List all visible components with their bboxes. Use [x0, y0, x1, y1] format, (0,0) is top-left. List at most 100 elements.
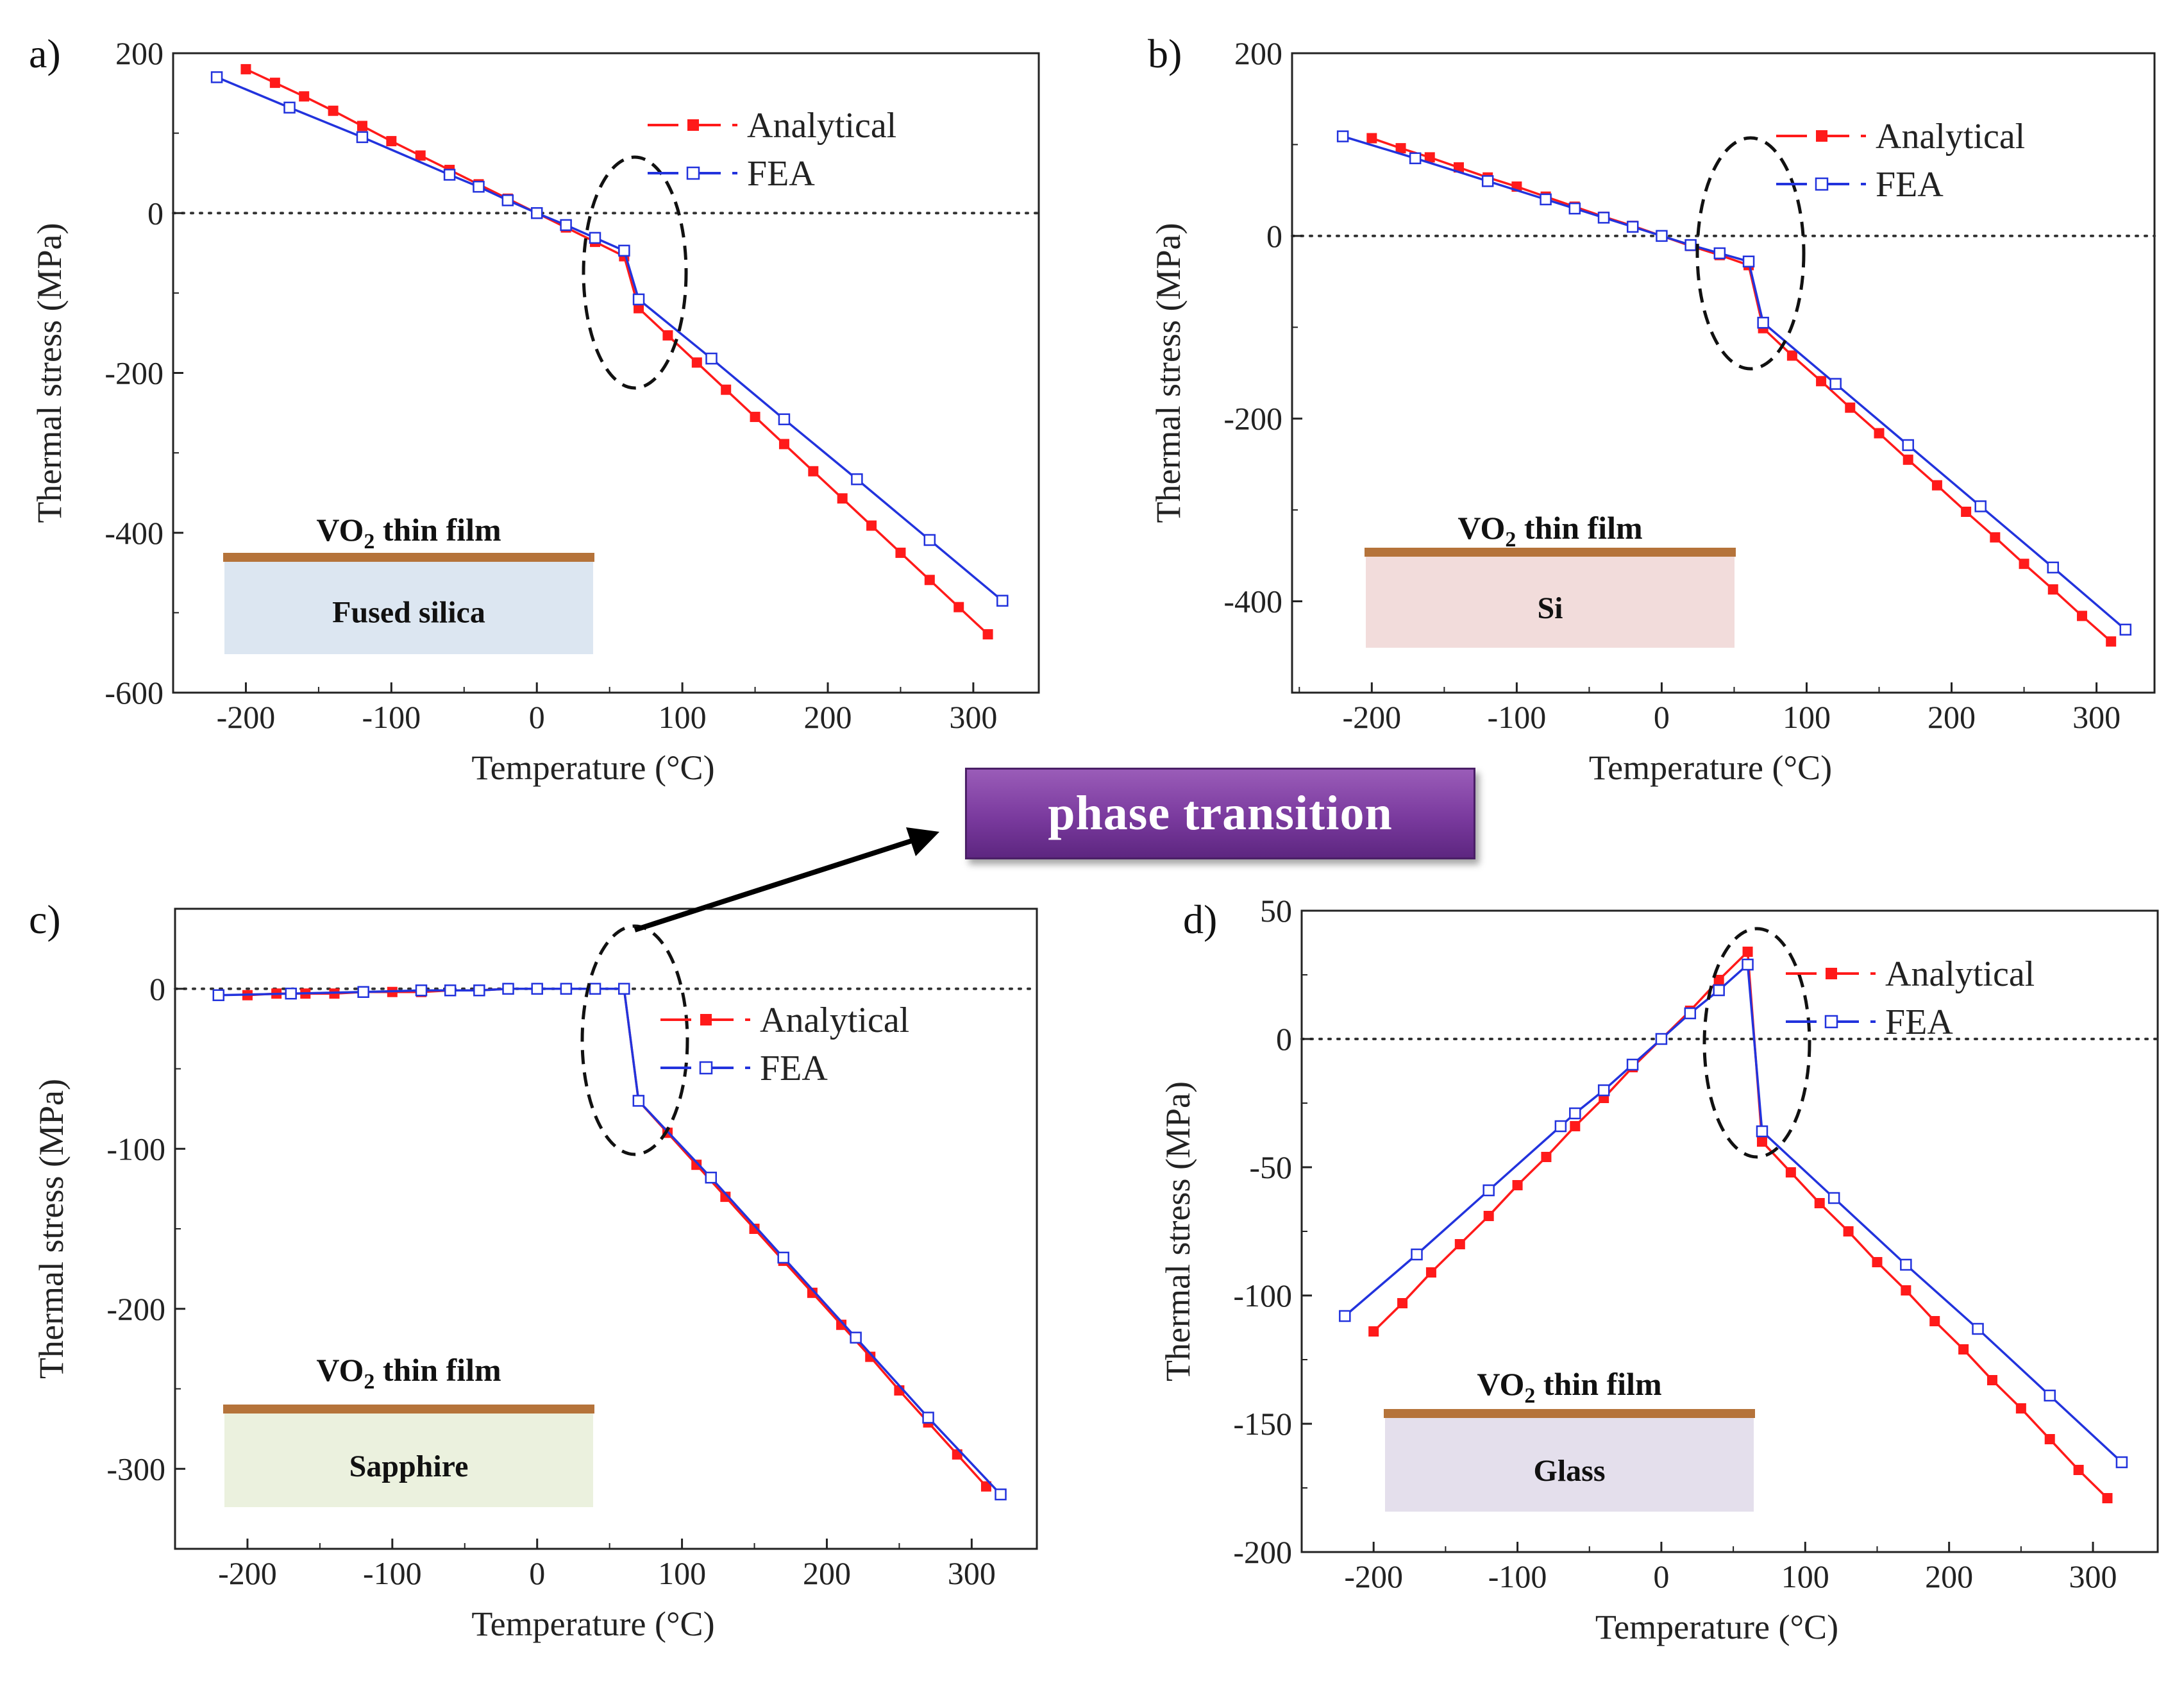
- data-point-analytical: [1713, 975, 1724, 985]
- phase-transition-ellipse: [582, 155, 688, 390]
- data-point-analytical: [808, 466, 819, 477]
- legend-marker: [700, 1014, 712, 1025]
- legend-marker: [699, 1061, 713, 1075]
- legend-label-analytical: Analytical: [760, 1000, 909, 1040]
- data-point-fea: [1684, 239, 1697, 251]
- x-tick-label: 200: [1925, 1558, 1973, 1594]
- x-tick-label: 100: [658, 1555, 706, 1591]
- data-point-fea: [589, 232, 601, 244]
- data-point-analytical: [866, 520, 877, 531]
- y-tick-label: 0: [1276, 1021, 1292, 1057]
- y-tick-label: 50: [1260, 893, 1292, 929]
- vo2-film-bar: [1384, 1409, 1755, 1418]
- data-point-analytical: [836, 1319, 847, 1330]
- substrate-label: Fused silica: [332, 596, 485, 630]
- data-point-analytical: [1512, 1180, 1523, 1190]
- legend-marker: [1824, 1015, 1838, 1029]
- x-tick-label: 200: [804, 699, 852, 735]
- x-tick-label: 0: [1653, 1558, 1669, 1594]
- data-point-analytical: [1742, 947, 1753, 957]
- legend-marker: [1826, 968, 1837, 979]
- data-point-analytical: [240, 63, 251, 74]
- data-point-fea: [502, 983, 514, 995]
- substrate-label: Sapphire: [349, 1449, 469, 1483]
- x-tick-label: -200: [1342, 699, 1401, 735]
- y-tick-label: 200: [1234, 35, 1282, 71]
- y-tick-label: -300: [106, 1451, 165, 1487]
- film-label: VO2 thin film: [316, 512, 501, 553]
- data-point-analytical: [720, 1192, 731, 1203]
- data-point-fea: [1597, 212, 1610, 224]
- legend-label-analytical: Analytical: [747, 106, 896, 146]
- y-tick-label: -600: [105, 675, 164, 711]
- data-point-fea: [415, 984, 428, 997]
- data-point-fea: [443, 169, 456, 181]
- x-tick-label: 100: [1783, 699, 1831, 735]
- data-point-fea: [1540, 193, 1552, 206]
- x-axis-title: Temperature (°C): [1589, 748, 1832, 787]
- data-point-analytical: [1843, 1226, 1854, 1236]
- data-point-analytical: [953, 602, 964, 612]
- x-tick-label: 200: [1928, 699, 1976, 735]
- data-point-analytical: [1816, 376, 1827, 387]
- chart-panel-1: a) -200 -100 0 100 200 300 -600 -400 -200 0 200 Temp…: [29, 31, 1040, 787]
- series-line-fea: [216, 76, 1004, 602]
- data-point-analytical: [269, 78, 280, 89]
- legend-label-fea: FEA: [1876, 165, 1944, 205]
- x-tick-label: 100: [659, 699, 707, 735]
- data-point-fea: [1829, 378, 1842, 390]
- data-point-fea: [2115, 1456, 2128, 1469]
- data-point-analytical: [1368, 1326, 1379, 1337]
- substrate-box: [224, 555, 593, 654]
- data-point-analytical: [2102, 1493, 2113, 1503]
- data-point-fea: [2044, 1389, 2056, 1402]
- data-point-fea: [632, 1095, 645, 1107]
- data-point-fea: [2119, 623, 2132, 636]
- x-tick-label: 0: [529, 699, 545, 735]
- data-point-analytical: [1424, 152, 1435, 163]
- data-point-fea: [1902, 439, 1914, 452]
- data-point-fea: [473, 984, 485, 997]
- data-point-analytical: [1901, 1285, 1911, 1296]
- film-label: VO2 thin film: [1477, 1366, 1661, 1408]
- phase-transition-arrow: [634, 827, 939, 933]
- arrow-shaft: [634, 838, 915, 933]
- chart-panel-3: c) -200 -100 0 100 200 300 -300 -200 -100 0 Tempera…: [29, 897, 1038, 1643]
- data-point-analytical: [2047, 584, 2058, 595]
- x-axis-title: Temperature (°C): [1595, 1608, 1838, 1646]
- data-point-fea: [923, 534, 936, 546]
- data-point-analytical: [837, 493, 848, 504]
- data-point-fea: [1411, 1248, 1423, 1261]
- data-point-analytical: [415, 150, 426, 161]
- x-tick-label: -100: [1488, 1558, 1547, 1594]
- data-point-analytical: [2044, 1434, 2055, 1444]
- legend-label-fea: FEA: [1885, 1002, 1953, 1042]
- data-point-analytical: [2076, 611, 2087, 621]
- data-point-fea: [589, 983, 601, 995]
- data-point-fea: [283, 101, 296, 114]
- phase-transition-ellipse: [1702, 927, 1811, 1159]
- data-point-fea: [1756, 1125, 1768, 1138]
- x-axis-title: Temperature (°C): [471, 1605, 714, 1643]
- phase-transition-ellipse: [1695, 136, 1806, 371]
- film-label: VO2 thin film: [316, 1352, 501, 1394]
- data-point-fea: [1336, 130, 1349, 142]
- y-tick-label: -200: [106, 1291, 165, 1327]
- data-point-fea: [1483, 1184, 1495, 1197]
- data-point-fea: [1655, 1033, 1668, 1045]
- film-label: VO2 thin film: [1457, 510, 1642, 552]
- vo2-film-bar: [1365, 548, 1736, 557]
- data-point-analytical: [1987, 1375, 1997, 1385]
- data-point-analytical: [1958, 1344, 1969, 1355]
- data-point-fea: [2047, 561, 2060, 574]
- data-point-analytical: [980, 1481, 991, 1492]
- legend-label-fea: FEA: [747, 154, 815, 194]
- chart-panel-4: d) -200 -100 0 100 200 300 -200 -150 -100 -50 0 50 Te…: [1159, 893, 2159, 1646]
- data-point-analytical: [1903, 454, 1913, 465]
- data-point-analytical: [1961, 506, 1972, 517]
- data-point-analytical: [1425, 1267, 1436, 1278]
- x-tick-label: 200: [803, 1555, 851, 1591]
- data-point-fea: [851, 473, 863, 485]
- arrow-head: [906, 827, 939, 856]
